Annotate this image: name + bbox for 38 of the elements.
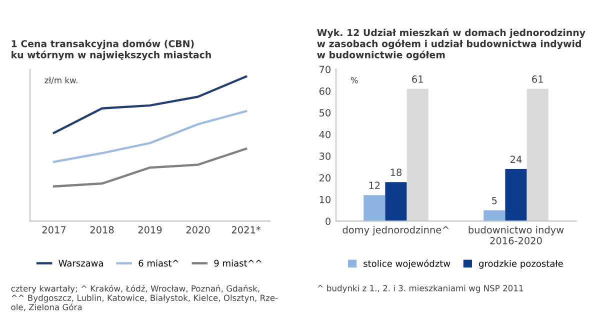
x-tick-label: 2018 <box>90 226 114 234</box>
data-label: 61 <box>412 75 423 83</box>
data-label: 24 <box>510 156 522 163</box>
bar <box>385 182 407 222</box>
y-tick-label: 70 <box>320 66 330 74</box>
data-label: 5 <box>492 196 497 204</box>
legend-label: stolice województw <box>364 260 450 269</box>
data-label: 18 <box>390 168 402 176</box>
x-tick-label: domy jednorodzinne^ <box>342 226 449 236</box>
bar <box>406 88 428 222</box>
x-tick-label: 2021* <box>232 226 261 234</box>
bar <box>526 88 548 222</box>
chart-title: Wyk. 12 Udział mieszkań w domach jednorodzinny w zasobach ogółem i udział budownictwa indywid w budownictwie ogółem <box>317 28 586 60</box>
y-tick-label: 0 <box>326 218 330 225</box>
legend-label: 9 miast^^ <box>214 260 262 267</box>
annotation: zł/m kw. <box>44 76 78 84</box>
data-label: 61 <box>532 75 543 83</box>
bar <box>364 195 386 222</box>
x-tick-label: 2019 <box>138 226 162 234</box>
chart-title: 1 Cena transakcyjna domów (CBN) ku wtórnym w największych miastach <box>12 40 211 60</box>
bar <box>505 169 527 222</box>
x-tick-label: budownictwo indyw 2016-2020 <box>468 226 564 244</box>
x-tick-label: 2020 <box>186 226 210 234</box>
annotation: % <box>350 77 358 84</box>
bar <box>484 210 506 222</box>
y-tick-label: 60 <box>319 87 330 95</box>
x-tick-label: 2017 <box>42 226 66 234</box>
legend-label: Warszawa <box>58 260 103 267</box>
data-label: 12 <box>369 182 380 189</box>
y-tick-label: 30 <box>320 152 330 160</box>
legend-label: grodzkie pozostałe <box>479 260 563 269</box>
legend-label: 6 miast^ <box>138 260 178 267</box>
text: ^ budynki z 1., 2. i 3. mieszkaniami wg NSP 2011 <box>318 284 523 293</box>
text: cztery kwartały; ^ Kraków, Łódź, Wrocław, Poznań, Gdańsk, ^^ Bydgoszcz, Lublin, Katowice, Białystok, Kielce, Olsztyn, Rze- ole, Zielona Góra <box>11 284 278 312</box>
y-tick-label: 50 <box>320 109 330 117</box>
y-tick-label: 20 <box>319 174 330 182</box>
y-tick-label: 10 <box>320 196 330 204</box>
y-tick-label: 40 <box>319 130 330 138</box>
